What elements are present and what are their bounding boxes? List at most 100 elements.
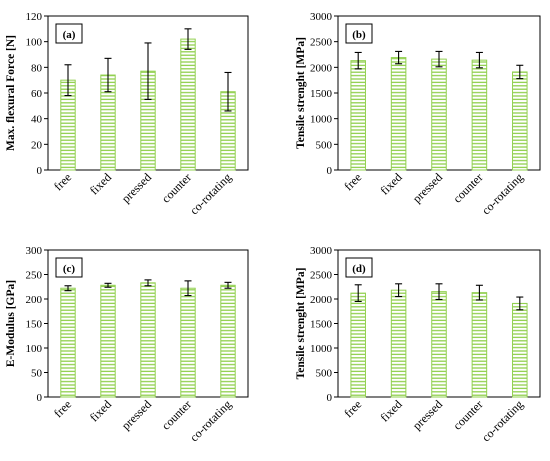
error-bar-counter (184, 280, 192, 297)
x-tick-label: pressed (119, 170, 154, 205)
panel-label-box (55, 23, 83, 44)
y-tick-label: 60 (31, 88, 43, 100)
y-tick-label: 3000 (310, 11, 333, 23)
bar-co-rotating (512, 302, 528, 398)
x-tick-label: fixed (377, 397, 404, 424)
panel-label-box (55, 257, 83, 278)
y-tick-label: 250 (26, 270, 43, 282)
x-tick-label: fixed (377, 170, 404, 197)
error-bar-fixed (104, 57, 112, 93)
panel-label: (c) (63, 263, 76, 275)
y-axis-label: E-Modulus [GPa] (5, 280, 17, 367)
chart-panel-1: 0 20 40 60 80 100 120 free fixed pressed counterco… (5, 11, 249, 217)
y-tick-label: 150 (26, 319, 43, 331)
y-tick-label: 0 (327, 165, 333, 177)
error-bar-free (354, 51, 362, 70)
chart-panel-4: 0 500 1000 1500 2000 2500 3000 free fixed pressed… (295, 245, 541, 444)
y-tick-label: 100 (26, 37, 43, 49)
x-tick-label: fixed (87, 397, 114, 424)
error-bar-pressed (435, 283, 443, 301)
y-tick-label: 1500 (310, 88, 333, 100)
x-tick-label: fixed (87, 170, 114, 197)
error-bar-free (354, 284, 362, 303)
bar-co-rotating (220, 284, 236, 398)
y-tick-label: 0 (327, 392, 333, 404)
y-axis-label: Tensile strenght [MPa] (295, 268, 307, 380)
error-bar-counter (475, 284, 483, 301)
bar-co-rotating (512, 71, 528, 171)
chart-panel-2: 0 500 1000 1500 2000 2500 3000 free fixed pressed… (295, 11, 541, 217)
y-tick-label: 500 (316, 139, 333, 151)
y-tick-label: 300 (26, 245, 43, 257)
bar-counter (471, 59, 488, 171)
error-bar-pressed (144, 279, 152, 287)
y-tick-label: 1000 (310, 114, 333, 126)
x-tick-label: co-rotating (187, 170, 234, 217)
y-tick-label: 500 (316, 368, 333, 380)
x-tick-label: counter (450, 170, 485, 205)
error-bar-pressed (435, 50, 443, 68)
bar-fixed (390, 57, 407, 171)
x-tick-label: free (341, 170, 364, 193)
panel-label-box (345, 23, 373, 44)
error-bar-free (64, 285, 72, 292)
y-tick-label: 2000 (310, 62, 333, 74)
y-tick-label: 1500 (310, 319, 333, 331)
bar-free (60, 287, 76, 398)
bar-fixed (100, 284, 116, 398)
error-bar-fixed (104, 282, 112, 288)
x-tick-label: co-rotating (479, 170, 526, 217)
bar-free (350, 292, 366, 398)
x-tick-label: free (51, 170, 74, 193)
y-tick-label: 2500 (310, 37, 333, 49)
error-bar-co-rotating (224, 281, 232, 289)
bar-counter (471, 292, 488, 398)
error-bar-free (64, 64, 72, 97)
x-tick-label: counter (159, 397, 194, 432)
y-tick-label: 2500 (310, 270, 333, 282)
x-tick-label: free (51, 397, 74, 420)
bar-pressed (431, 291, 447, 398)
panel-label: (a) (63, 29, 76, 41)
x-tick-label: counter (159, 170, 194, 205)
y-tick-label: 200 (26, 294, 43, 306)
y-tick-label: 0 (37, 165, 43, 177)
y-tick-label: 120 (26, 11, 43, 23)
y-tick-label: 0 (37, 392, 43, 404)
error-bar-co-rotating (516, 296, 524, 311)
error-bar-counter (184, 28, 192, 50)
bar-pressed (431, 58, 447, 171)
x-tick-label: co-rotating (479, 397, 526, 444)
y-axis-label: Max. flexural Force [N] (5, 35, 17, 151)
panel-label: (d) (352, 263, 366, 275)
bar-counter (180, 38, 196, 171)
bar-pressed (140, 282, 156, 398)
y-tick-label: 2000 (310, 294, 333, 306)
panel-label: (b) (352, 29, 366, 41)
bar-fixed (390, 289, 407, 398)
error-bar-fixed (395, 50, 403, 65)
panel-label-box (345, 257, 373, 278)
bar-free (350, 60, 366, 171)
x-tick-label: pressed (410, 397, 445, 432)
error-bar-pressed (144, 42, 152, 100)
error-bar-co-rotating (224, 71, 232, 112)
x-tick-label: counter (450, 397, 485, 432)
y-tick-label: 50 (31, 368, 43, 380)
x-tick-label: free (341, 397, 364, 420)
bar-counter (180, 287, 196, 398)
x-tick-label: pressed (119, 397, 154, 432)
x-tick-label: pressed (410, 170, 445, 205)
y-tick-label: 100 (26, 343, 43, 355)
x-tick-label: co-rotating (187, 397, 234, 444)
y-tick-label: 40 (31, 114, 43, 126)
y-tick-label: 80 (31, 62, 43, 74)
chart-panel-3: 0 50 100 150 200 250 300 free fixed pressed counte… (5, 245, 249, 444)
y-tick-label: 1000 (310, 343, 333, 355)
y-tick-label: 20 (31, 139, 43, 151)
y-tick-label: 3000 (310, 245, 333, 257)
error-bar-co-rotating (516, 64, 524, 80)
y-axis-label: Tensile strenght [MPa] (295, 37, 307, 149)
error-bar-fixed (395, 283, 403, 298)
